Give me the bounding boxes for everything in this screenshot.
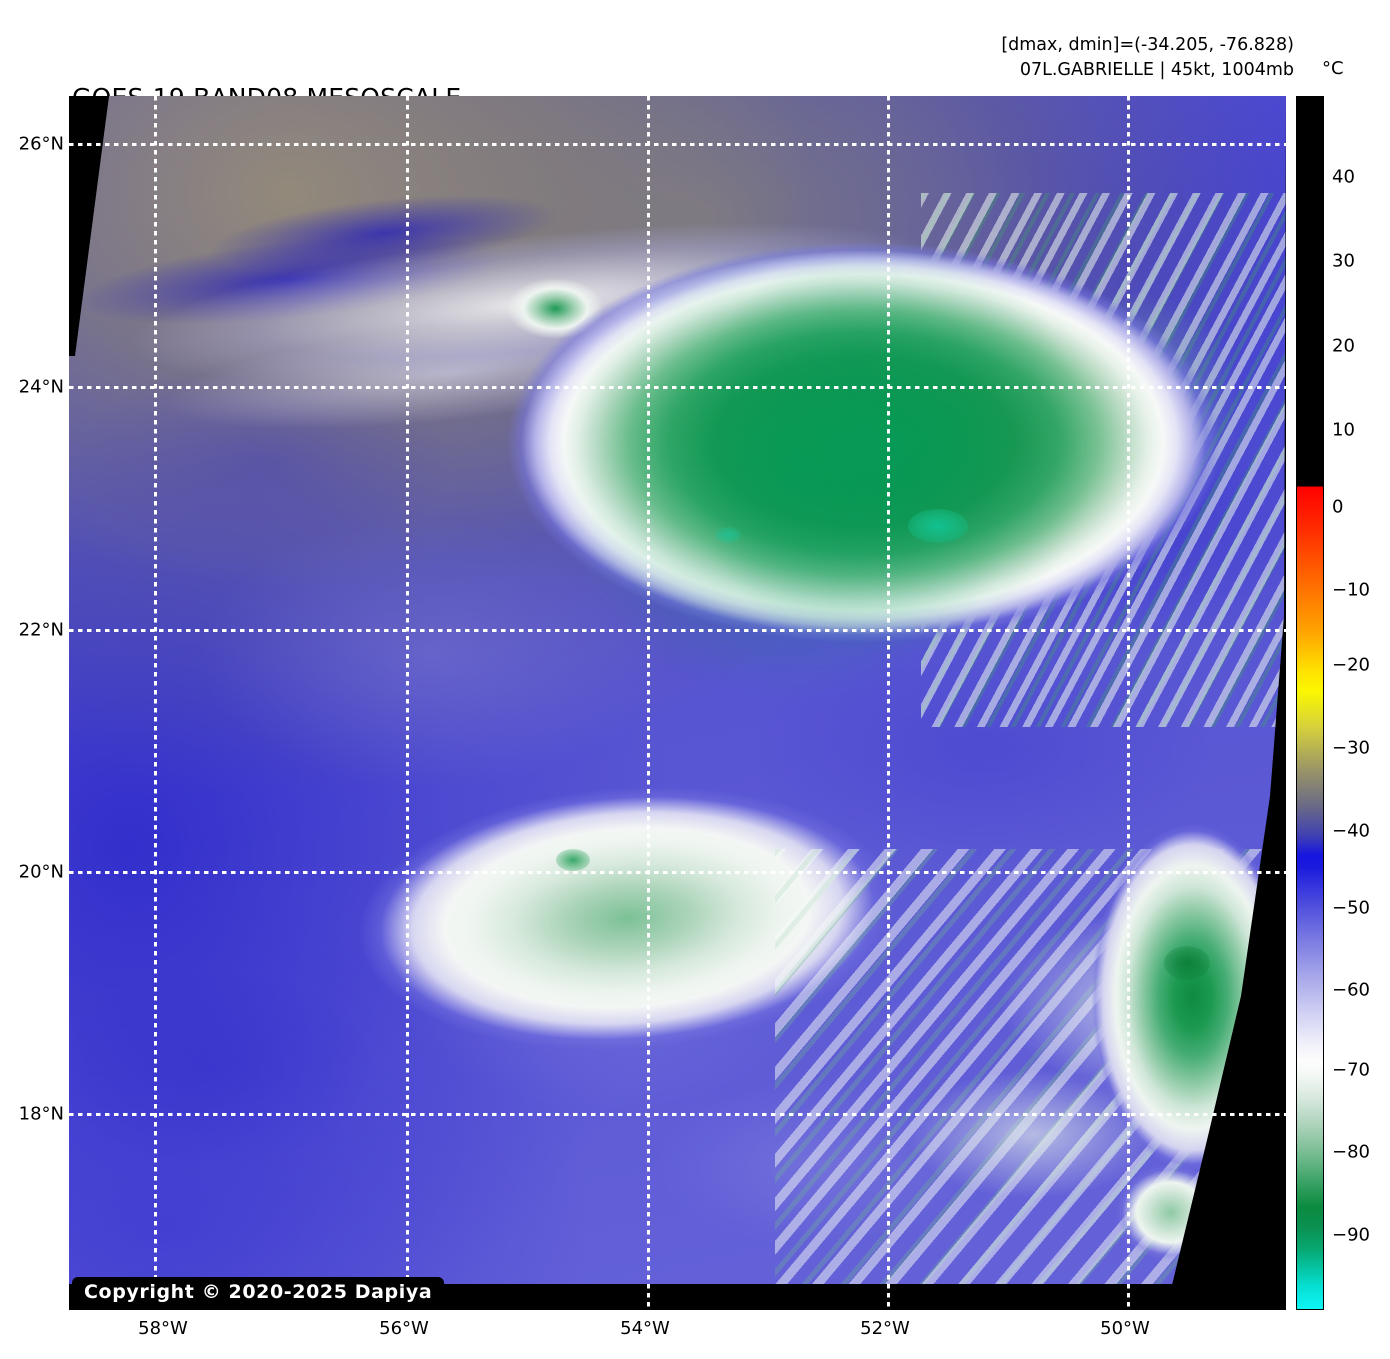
storm-info-readout: 07L.GABRIELLE | 45kt, 1004mb (1019, 60, 1294, 80)
colorbar-tick-20: 20 (1332, 335, 1355, 357)
x-axis-tick-52w: 52°W (860, 1318, 910, 1339)
colorbar-tick-m30: −30 (1332, 737, 1370, 759)
copyright-badge: Copyright © 2020-2025 Dapiya (72, 1277, 445, 1307)
y-axis-tick-26n: 26°N (18, 133, 64, 155)
colorbar-tick-40: 40 (1332, 166, 1355, 188)
y-axis-tick-22n: 22°N (18, 619, 64, 641)
ir-eastern-core (1164, 945, 1211, 980)
header-info-block: [dmax, dmin]=(-34.205, -76.828) 07L.GABR… (1001, 33, 1294, 83)
colorbar-gradient (1296, 96, 1324, 1310)
colorbar[interactable] (1296, 96, 1324, 1310)
colorbar-tick-m90: −90 (1332, 1224, 1370, 1246)
colorbar-tick-m70: −70 (1332, 1059, 1370, 1081)
y-axis-tick-24n: 24°N (18, 376, 64, 398)
colorbar-unit-label: °C (1322, 58, 1344, 79)
colorbar-tick-30: 30 (1332, 250, 1355, 272)
x-axis-tick-56w: 56°W (379, 1318, 429, 1339)
y-axis-tick-18n: 18°N (18, 1103, 64, 1125)
colorbar-tick-m40: −40 (1332, 820, 1370, 842)
colorbar-tick-m50: −50 (1332, 897, 1370, 919)
y-axis-tick-20n: 20°N (18, 861, 64, 883)
ir-secondary-core (714, 526, 741, 543)
colorbar-tick-0: 0 (1332, 496, 1344, 518)
x-axis-tick-50w: 50°W (1100, 1318, 1150, 1339)
dmax-dmin-readout: [dmax, dmin]=(-34.205, -76.828) (1001, 35, 1294, 55)
colorbar-tick-m10: −10 (1332, 579, 1370, 601)
ir-central-dense-overcast (507, 241, 1250, 849)
x-axis-tick-58w: 58°W (138, 1318, 188, 1339)
satellite-image-panel[interactable] (69, 96, 1286, 1310)
x-axis-tick-54w: 54°W (620, 1318, 670, 1339)
colorbar-tick-m60: −60 (1332, 979, 1370, 1001)
colorbar-tick-m20: −20 (1332, 654, 1370, 676)
ir-coldest-core (908, 508, 968, 543)
colorbar-tick-m80: −80 (1332, 1141, 1370, 1163)
colorbar-tick-10: 10 (1332, 419, 1355, 441)
ir-southwest-core (555, 848, 590, 871)
